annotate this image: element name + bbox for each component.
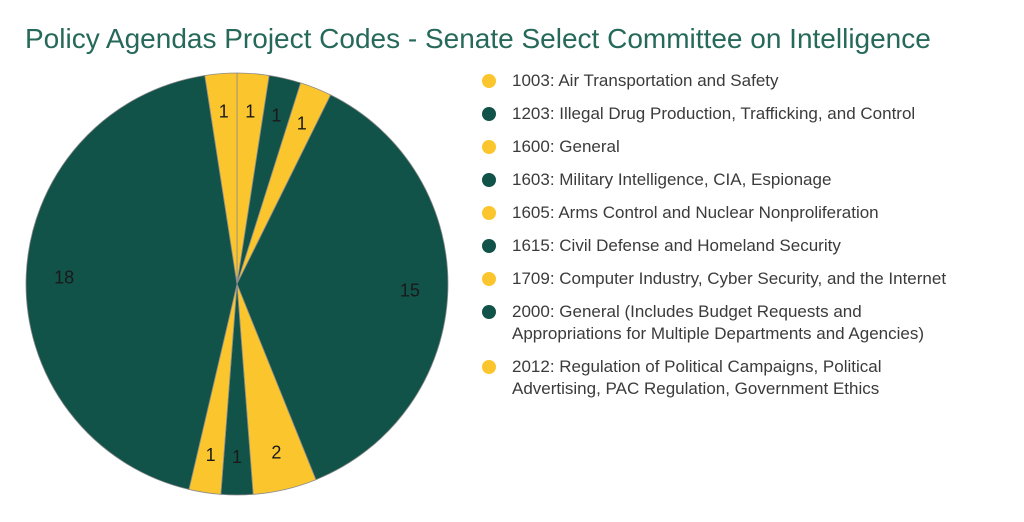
pie-slice-2000 <box>25 75 238 490</box>
legend-label-1203: 1203: Illegal Drug Production, Trafficki… <box>512 104 916 123</box>
pie-slice-2012 <box>204 72 238 285</box>
legend-label-1615: 1615: Civil Defense and Homeland Securit… <box>512 236 841 255</box>
legend-label-1003: 1003: Air Transportation and Safety <box>512 71 779 90</box>
pie-slice-value-1605: 2 <box>271 443 281 463</box>
legend-label-1603: 1603: Military Intelligence, CIA, Espion… <box>512 170 832 189</box>
legend-item-1605: 1605: Arms Control and Nuclear Nonprolif… <box>482 202 1017 224</box>
legend-label-1709: 1709: Computer Industry, Cyber Security,… <box>512 269 947 288</box>
legend-item-1615: 1615: Civil Defense and Homeland Securit… <box>482 235 1017 257</box>
legend-item-1600: 1600: General <box>482 136 1017 158</box>
pie-slice-1603 <box>236 94 449 481</box>
pie-slice-value-1615: 1 <box>232 447 242 467</box>
legend-item-1603: 1603: Military Intelligence, CIA, Espion… <box>482 169 1017 191</box>
legend-marker-green-icon <box>482 173 496 187</box>
chart-legend: 1003: Air Transportation and Safety 1203… <box>482 70 1017 400</box>
legend-marker-gold-icon <box>482 140 496 154</box>
page-title: Policy Agendas Project Codes - Senate Se… <box>25 23 931 54</box>
legend-marker-gold-icon <box>482 206 496 220</box>
legend-marker-gold-icon <box>482 360 496 374</box>
legend-item-1003: 1003: Air Transportation and Safety <box>482 70 1017 92</box>
legend-item-1709: 1709: Computer Industry, Cyber Security,… <box>482 268 1017 290</box>
legend-item-1203: 1203: Illegal Drug Production, Trafficki… <box>482 103 1017 125</box>
legend-item-2012: 2012: Regulation of Political Campaigns,… <box>482 356 1017 400</box>
pie-slice-value-1600: 1 <box>297 114 307 134</box>
legend-marker-green-icon <box>482 239 496 253</box>
legend-item-2000: 2000: General (Includes Budget Requests … <box>482 301 1017 345</box>
legend-label-1605: 1605: Arms Control and Nuclear Nonprolif… <box>512 203 879 222</box>
legend-marker-green-icon <box>482 107 496 121</box>
legend-label-2012: 2012: Regulation of Political Campaigns,… <box>512 357 882 398</box>
pie-slice-value-1203: 1 <box>271 106 281 126</box>
pie-slice-value-2012: 1 <box>219 102 229 122</box>
legend-marker-green-icon <box>482 305 496 319</box>
pie-slice-value-2000: 18 <box>54 267 74 287</box>
legend-label-1600: 1600: General <box>512 137 620 156</box>
pie-slice-value-1603: 15 <box>400 281 420 301</box>
legend-marker-gold-icon <box>482 272 496 286</box>
pie-chart-area: 1 1 1 15 2 1 1 18 1 <box>0 60 474 522</box>
legend-label-2000: 2000: General (Includes Budget Requests … <box>512 302 924 343</box>
pie-slice-value-1003: 1 <box>245 102 255 122</box>
legend-marker-gold-icon <box>482 74 496 88</box>
pie-slice-value-1709: 1 <box>206 445 216 465</box>
